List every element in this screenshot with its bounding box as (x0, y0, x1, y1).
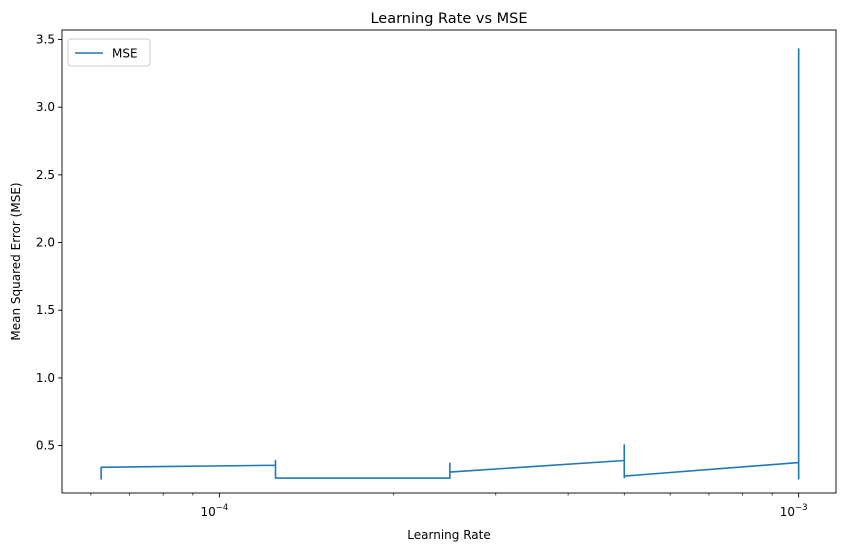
y-tick-label: 1.5 (36, 303, 55, 317)
y-axis: 0.5 1.0 1.5 2.0 2.5 3.0 3.5 (36, 32, 62, 453)
series-line-mse (100, 48, 800, 480)
plot-area (62, 30, 836, 493)
x-tick-label: 10−4 (200, 503, 228, 519)
plot-frame (61, 29, 837, 494)
y-tick-label: 1.0 (36, 371, 55, 385)
legend-label: MSE (112, 47, 138, 61)
chart-title: Learning Rate vs MSE (370, 11, 527, 27)
y-tick-label: 3.5 (36, 32, 55, 46)
legend-box (67, 38, 151, 67)
x-axis-label: Learning Rate (407, 528, 490, 542)
y-tick-label: 2.5 (36, 168, 55, 182)
series-layer (100, 48, 800, 480)
legend: MSE (67, 38, 151, 67)
x-axis: 10−4 10−3 (90, 493, 808, 519)
x-tick-label: 10−3 (780, 503, 808, 519)
y-tick-label: 0.5 (36, 439, 55, 453)
y-tick-label: 2.0 (36, 236, 55, 250)
y-axis-label: Mean Squared Error (MSE) (9, 182, 23, 340)
y-tick-label: 3.0 (36, 100, 55, 114)
